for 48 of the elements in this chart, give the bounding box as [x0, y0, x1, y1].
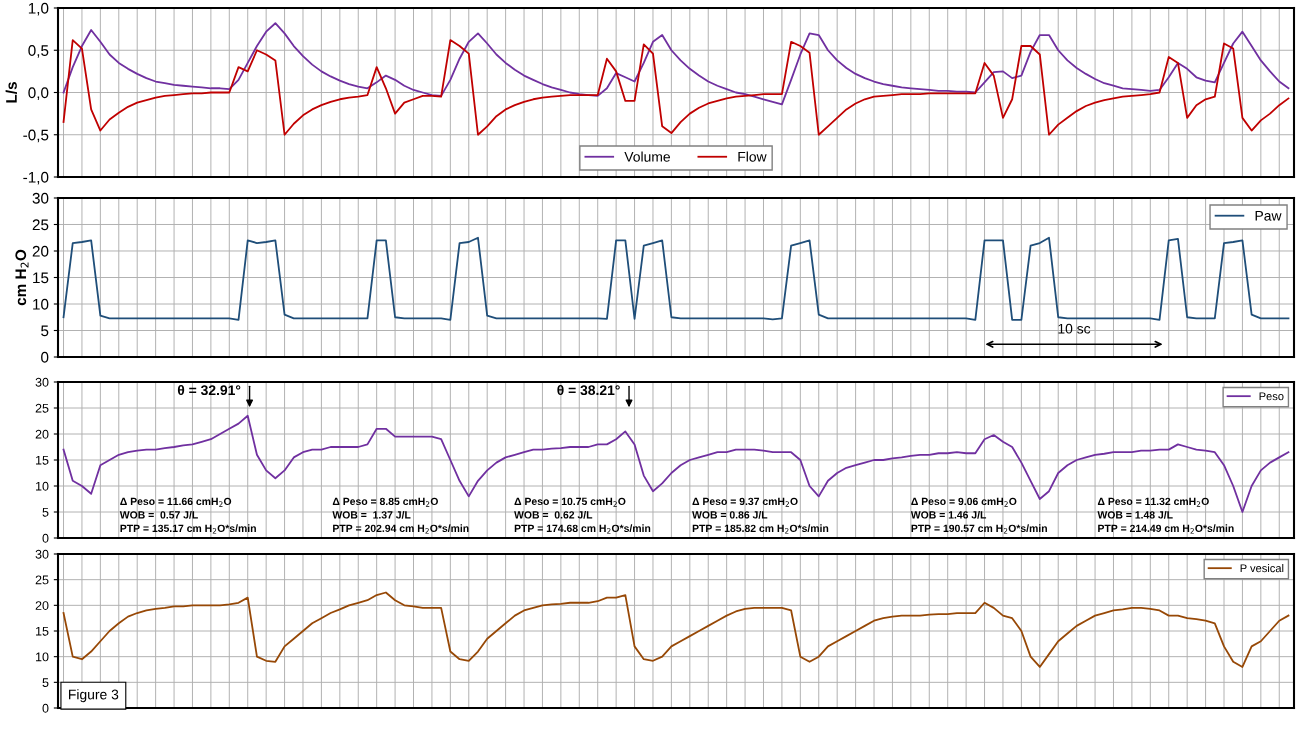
y-tick-label: 15: [36, 626, 49, 636]
y-tick-label: 20: [35, 601, 49, 610]
y-tick-label: 30: [32, 192, 49, 204]
y-tick-label: 10: [33, 298, 49, 310]
legend-label: Peso: [1259, 392, 1284, 401]
annotation: 10 sc: [1058, 323, 1091, 334]
text: Δ Peso = 9.37 cmH$_{2}$O WOB = 0.86 J/L PTP = 185.82 cm H$_{2}$O*s/min: [692, 497, 829, 534]
y-tick-label: 0,0: [28, 87, 49, 100]
y-tick-label: 25: [35, 403, 49, 413]
y-tick-label: 20: [32, 245, 49, 257]
legend-label: P vesical: [1240, 564, 1284, 573]
y-tick-label: 15: [36, 455, 49, 465]
y-tick-label: 30: [35, 377, 49, 387]
annotation: Figure 3: [69, 689, 119, 703]
y-tick-label: 10: [36, 652, 49, 662]
y-tick-label: 30: [35, 549, 49, 559]
y-tick-label: 25: [35, 575, 49, 585]
annotation: θ = 38.21°: [557, 384, 620, 396]
line-series: [62, 591, 1290, 668]
text: Δ Peso = 11.66 cmH$_{2}$O WOB = 0.57 J/L PTP = 135.17 cm H$_{2}$O*s/min: [119, 497, 256, 534]
y-tick-label: 0: [41, 351, 49, 363]
y-tick-label: 0: [42, 703, 49, 713]
y-tick-label: 15: [33, 272, 49, 284]
legend-label: Paw: [1255, 211, 1282, 221]
line-series: [62, 22, 1290, 106]
y-tick-label: 10: [36, 481, 49, 491]
text: Δ Peso = 9.06 cmH$_{2}$O WOB = 1.46 J/L PTP = 190.57 cm H$_{2}$O*s/min: [910, 497, 1047, 534]
y-tick-label: 5: [42, 678, 49, 687]
text: Δ Peso = 11.32 cmH$_{2}$O WOB = 1.48 J/L PTP = 214.49 cm H$_{2}$O*s/min: [1097, 497, 1234, 534]
y-tick-label: 0,5: [28, 45, 49, 58]
text: Δ Peso = 10.75 cmH$_{2}$O WOB = 0.62 J/L PTP = 174.68 cm H$_{2}$O*s/min: [514, 497, 651, 534]
y-tick-label: 25: [32, 219, 49, 231]
legend-label: Flow: [738, 151, 767, 162]
annotation: θ = 32.91°: [177, 384, 241, 396]
line-series: [62, 414, 1290, 513]
y-tick-label: -1,0: [23, 171, 49, 185]
y-tick-label: -0,5: [23, 129, 49, 143]
y-tick-label: 5: [42, 507, 49, 517]
y-axis-title: cm H$_{2}$O: [15, 249, 29, 306]
y-axis-title: L/s: [5, 82, 18, 103]
text: Δ Peso = 8.85 cmH$_{2}$O WOB = 1.37 J/L PTP = 202.94 cm H$_{2}$O*s/min: [332, 497, 469, 534]
line-series: [62, 236, 1290, 321]
legend-label: Volume: [624, 151, 670, 162]
y-tick-label: 1,0: [28, 2, 49, 16]
y-tick-label: 0: [42, 533, 49, 543]
y-tick-label: 20: [35, 429, 49, 439]
y-tick-label: 5: [41, 325, 49, 337]
line-series: [62, 39, 1290, 136]
